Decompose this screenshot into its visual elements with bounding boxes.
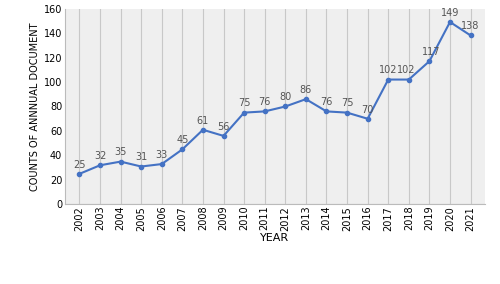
- Text: 76: 76: [320, 97, 332, 107]
- Text: 117: 117: [422, 47, 440, 57]
- Text: 32: 32: [94, 151, 106, 161]
- Text: 80: 80: [279, 92, 291, 102]
- Text: 61: 61: [197, 116, 209, 126]
- Text: 75: 75: [238, 99, 250, 108]
- Text: 102: 102: [379, 65, 398, 75]
- Text: 149: 149: [441, 8, 459, 18]
- Text: 45: 45: [176, 135, 188, 145]
- Text: 86: 86: [300, 85, 312, 95]
- Text: 56: 56: [218, 122, 230, 132]
- X-axis label: YEAR: YEAR: [260, 233, 290, 243]
- Y-axis label: COUNTS OF ANNNUAL DOCUMENT: COUNTS OF ANNNUAL DOCUMENT: [30, 22, 40, 191]
- Text: 70: 70: [362, 105, 374, 114]
- Text: 31: 31: [135, 152, 147, 162]
- Text: 35: 35: [114, 147, 127, 157]
- Text: 102: 102: [397, 65, 415, 75]
- Text: 76: 76: [258, 97, 271, 107]
- Text: 33: 33: [156, 150, 168, 160]
- Text: 138: 138: [462, 21, 480, 31]
- Text: 75: 75: [341, 99, 353, 108]
- Text: 25: 25: [73, 160, 86, 170]
